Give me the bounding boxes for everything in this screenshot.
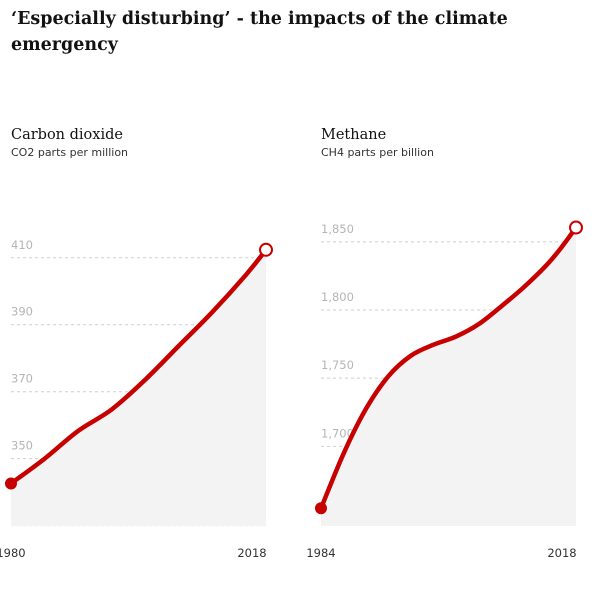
x-tick-label-start: 1984 xyxy=(306,546,335,560)
y-tick-label: 1,700 xyxy=(321,426,354,440)
chart-title: Carbon dioxide xyxy=(11,127,123,143)
chart-subtitle: CH4 parts per billion xyxy=(321,146,434,159)
y-tick-label: 390 xyxy=(11,305,33,319)
y-tick-label: 350 xyxy=(11,439,33,453)
end-point-marker xyxy=(259,242,273,257)
y-tick-label: 1,850 xyxy=(321,222,354,236)
start-point-marker xyxy=(315,502,327,515)
x-tick-label-start: 1980 xyxy=(0,546,26,560)
chart-panel-2: Methane CH4 parts per billion 1,850 1,800 1,… xyxy=(306,127,583,560)
chart-subtitle: CO2 parts per million xyxy=(11,146,128,159)
x-tick-label-end: 2018 xyxy=(237,546,266,560)
page-title: ‘Especially disturbing’ - the impacts of… xyxy=(11,9,508,55)
x-tick-label-end: 2018 xyxy=(547,546,576,560)
chart-panel-1: Carbon dioxide CO2 parts per million 410 39… xyxy=(0,127,273,560)
series-line xyxy=(318,225,579,511)
series-line xyxy=(8,247,269,486)
y-tick-label: 1,750 xyxy=(321,358,354,372)
y-tick-label: 1,800 xyxy=(321,290,354,304)
start-point-marker xyxy=(5,477,17,490)
chart-title: Methane xyxy=(321,127,386,143)
end-point-marker xyxy=(569,220,583,235)
y-tick-label: 370 xyxy=(11,372,33,386)
area-fill xyxy=(321,227,576,527)
y-tick-label: 410 xyxy=(11,238,33,252)
